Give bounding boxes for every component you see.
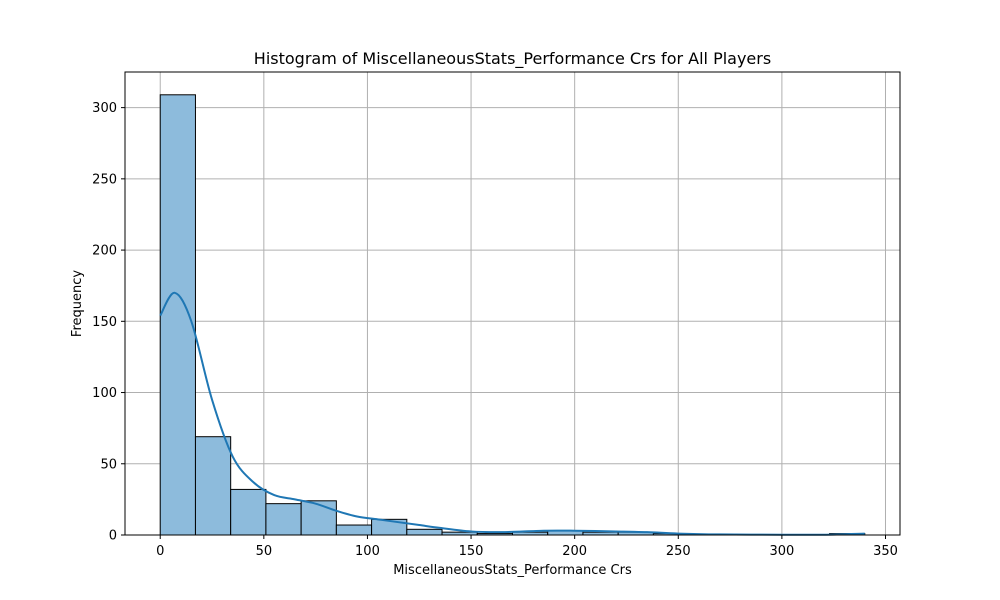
x-tick-label: 100 bbox=[355, 544, 380, 559]
x-tick-label: 300 bbox=[769, 544, 794, 559]
x-tick-label: 150 bbox=[459, 544, 484, 559]
y-axis-label: Frequency bbox=[70, 270, 85, 337]
chart-title: Histogram of MiscellaneousStats_Performa… bbox=[254, 49, 771, 69]
x-tick-label: 350 bbox=[873, 544, 898, 559]
y-tick-label: 200 bbox=[92, 244, 117, 259]
histogram-bar bbox=[265, 503, 302, 536]
y-tick-label: 0 bbox=[109, 529, 117, 544]
grid-lines bbox=[125, 72, 900, 536]
histogram-bar bbox=[335, 524, 373, 536]
x-tick-label: 200 bbox=[562, 544, 587, 559]
x-tick-label: 50 bbox=[256, 544, 273, 559]
plot-area: 0 50 100 150 200 250 300 350 0 50 100 150 200 250 300 bbox=[92, 71, 901, 559]
kde-curve bbox=[159, 291, 865, 536]
y-tick-label: 250 bbox=[92, 172, 117, 187]
kde-curve-layer bbox=[159, 291, 865, 536]
x-tick-label: 250 bbox=[666, 544, 691, 559]
y-tick-label: 50 bbox=[100, 457, 117, 472]
x-axis-ticks: 0 50 100 150 200 250 300 350 bbox=[156, 535, 898, 559]
histogram-bar bbox=[300, 500, 337, 536]
histogram-bar bbox=[194, 436, 232, 536]
histogram-bar bbox=[406, 528, 443, 536]
y-tick-label: 300 bbox=[92, 101, 117, 116]
y-axis-ticks: 0 50 100 150 200 250 300 bbox=[92, 101, 125, 544]
plot-frame bbox=[124, 71, 901, 536]
histogram-bar bbox=[159, 94, 196, 536]
histogram-bar bbox=[230, 488, 267, 536]
y-tick-label: 150 bbox=[92, 315, 117, 330]
y-tick-label: 100 bbox=[92, 386, 117, 401]
x-tick-label: 0 bbox=[156, 544, 164, 559]
x-axis-label: MiscellaneousStats_Performance Crs bbox=[393, 563, 632, 578]
